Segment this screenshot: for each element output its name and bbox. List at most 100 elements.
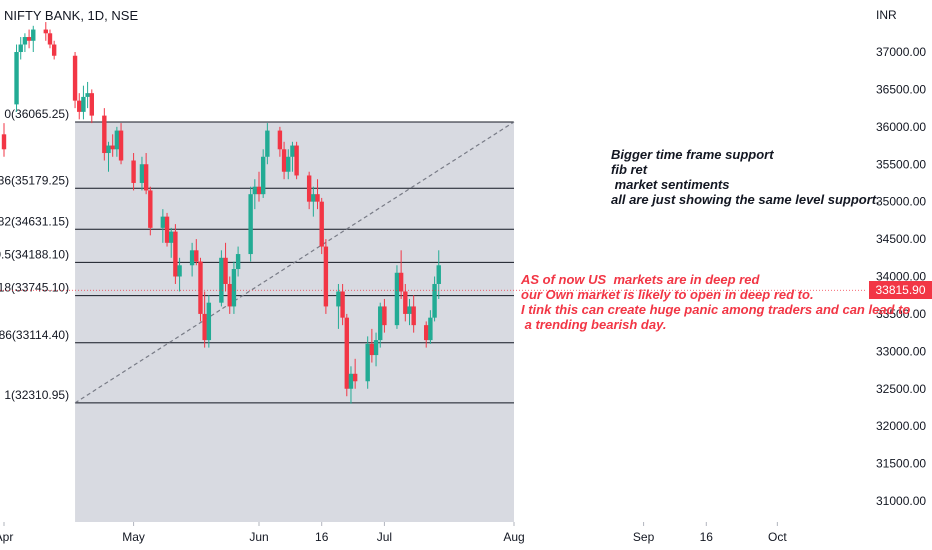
candle <box>85 81 90 109</box>
candles <box>1 22 441 404</box>
candle-body <box>89 93 94 116</box>
fib-level-label: 0.236(35179.25) <box>0 173 69 187</box>
candle-body <box>398 272 404 292</box>
candle-body <box>189 250 195 266</box>
candle <box>72 52 78 109</box>
candle <box>306 171 312 210</box>
support-note-line: fib ret <box>611 162 648 177</box>
candle-body <box>382 306 387 326</box>
candle <box>77 93 82 120</box>
candle <box>47 29 53 49</box>
candle-body <box>18 44 23 52</box>
candle-body <box>26 37 32 41</box>
candle-body <box>256 186 262 195</box>
candle <box>323 239 329 314</box>
candle-body <box>373 340 379 356</box>
candle <box>248 186 253 262</box>
candle-body <box>14 52 19 105</box>
candle <box>202 291 207 348</box>
candle-body <box>148 190 153 228</box>
candle <box>31 25 36 52</box>
price-tick-label: 33500.00 <box>876 307 926 321</box>
candle-body <box>169 231 174 243</box>
time-tick-label: Jul <box>377 530 392 544</box>
candle <box>198 257 203 322</box>
symbol-title[interactable]: NIFTY BANK, 1D, NSE <box>4 8 139 23</box>
candle <box>189 242 195 277</box>
market-note-line: I tink this can create huge panic among … <box>521 302 911 317</box>
candle <box>365 336 370 389</box>
candle-body <box>248 194 253 255</box>
candle <box>102 108 107 161</box>
candle-body <box>219 257 224 303</box>
candle-body <box>102 115 107 154</box>
currency-label: INR <box>876 8 897 22</box>
candle-body <box>139 164 145 183</box>
candle-body <box>194 250 199 262</box>
candle-body <box>281 149 287 172</box>
candle-body <box>394 272 400 326</box>
market-note[interactable]: AS of now US markets are in deep red our… <box>521 272 910 332</box>
candle-body <box>47 33 53 45</box>
candle-body <box>85 93 90 97</box>
price-tick-label: 31500.00 <box>876 457 926 471</box>
candle-body <box>235 254 241 270</box>
candle-body <box>286 156 291 172</box>
candle <box>428 310 433 344</box>
candle-body <box>110 145 115 150</box>
candle-body <box>198 261 203 314</box>
candle <box>110 134 115 157</box>
price-axis[interactable]: 31000.00 31500.00 32000.00 32500.00 33000.00… <box>876 45 926 508</box>
candle <box>148 186 153 236</box>
candle <box>14 44 19 112</box>
candle <box>315 179 320 210</box>
candle <box>43 22 49 41</box>
candle <box>265 123 270 165</box>
fibonacci-retracement[interactable]: 0(36065.25) 0.236(35179.25) 0.382(34631.15… <box>0 107 515 523</box>
market-note-line: AS of now US markets are in deep red <box>521 272 760 287</box>
candle-body <box>344 317 349 389</box>
candle <box>227 276 232 314</box>
candle <box>407 298 412 326</box>
candle <box>22 33 28 52</box>
candle <box>319 197 324 255</box>
time-axis[interactable]: Apr May Jun 16 Jul Aug Sep 16 Oct <box>0 522 787 544</box>
candle-body <box>319 201 324 247</box>
candle <box>206 295 212 348</box>
candle-body <box>378 306 383 341</box>
candle <box>18 37 23 60</box>
candle-body <box>173 231 178 277</box>
candle-body <box>407 306 412 314</box>
candle-body <box>369 343 375 356</box>
support-note-line: market sentiments <box>611 177 730 192</box>
candle <box>336 283 341 329</box>
price-tick-label: 33000.00 <box>876 344 926 358</box>
last-price-badge: 33815.90 <box>869 281 932 300</box>
candle-body <box>31 29 36 41</box>
support-note[interactable]: Bigger time frame support fib ret market… <box>611 147 880 207</box>
candle-body <box>290 145 295 157</box>
candle <box>348 366 354 404</box>
candle <box>143 153 149 195</box>
candle-body <box>160 216 166 228</box>
candle-body <box>223 257 228 284</box>
candle-body <box>106 145 111 154</box>
price-tick-label: 32000.00 <box>876 419 926 433</box>
candle <box>286 149 291 180</box>
candle-body <box>118 130 124 161</box>
support-note-line: all are just showing the same level supp… <box>611 192 880 207</box>
candle-body <box>51 44 57 56</box>
candle <box>51 40 57 60</box>
candle <box>398 250 404 299</box>
candle <box>160 209 166 243</box>
candle <box>219 250 224 307</box>
candle <box>311 186 316 217</box>
candle <box>252 179 258 210</box>
candle-body <box>336 291 341 307</box>
price-tick-label: 35500.00 <box>876 157 926 171</box>
candle <box>432 276 437 322</box>
time-tick-label: May <box>122 530 145 544</box>
candle <box>81 85 86 120</box>
price-tick-label: 34000.00 <box>876 270 926 284</box>
candle-body <box>143 164 149 191</box>
